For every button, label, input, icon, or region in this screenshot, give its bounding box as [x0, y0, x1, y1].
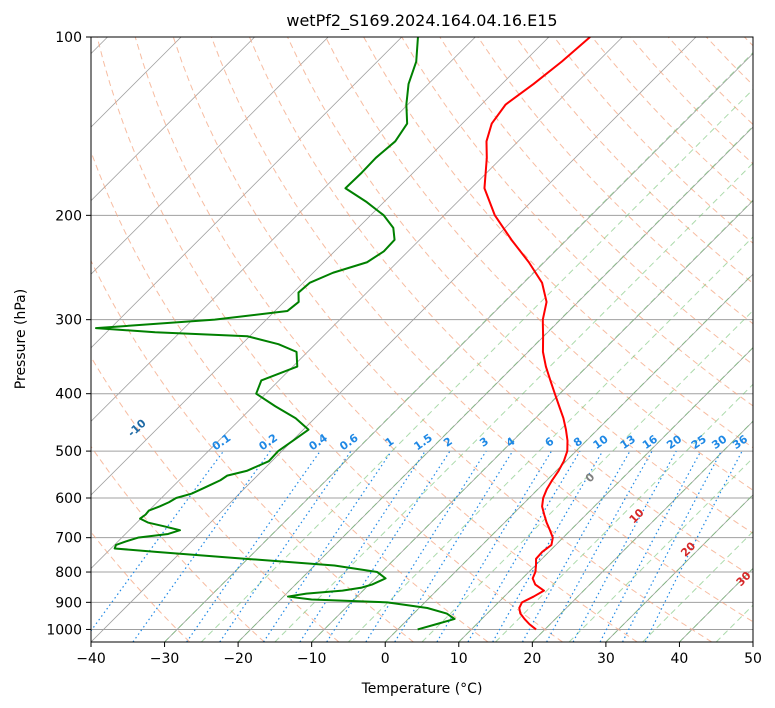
dry-adiabat-line: [325, 37, 753, 491]
dry-adiabat-line: [210, 37, 753, 623]
axis-layer: −40 −30 −20 −10 0 10 20 30 40 50 100 200 300 400 500 60…: [46, 30, 762, 667]
y-tick-label: 900: [55, 595, 82, 611]
x-tick-label: 30: [597, 651, 615, 667]
x-tick-label: 20: [523, 651, 541, 667]
dry-adiabat-line: [134, 37, 638, 642]
mixing-ratio-line: [326, 450, 451, 642]
isotherm-line: [91, 37, 623, 570]
dry-adiabat-line: [287, 37, 753, 534]
temperature-profile-line: [483, 37, 591, 631]
dry-adiabat-line: [515, 37, 753, 284]
y-tick-label: 700: [55, 531, 82, 547]
y-tick-label: 800: [55, 565, 82, 581]
dry-adiabat-line: [96, 37, 563, 642]
y-tick-label: 300: [55, 313, 82, 329]
dewpoint-profile-line: [94, 37, 456, 631]
y-tick-label: 500: [55, 444, 82, 460]
mixing-ratio-line: [263, 450, 393, 642]
x-tick-label: 10: [450, 651, 468, 667]
plot-frame: [90, 36, 754, 643]
mixing-ratio-line: [394, 450, 514, 642]
x-tick-label: −30: [150, 651, 180, 667]
x-axis-title: Temperature (°C): [361, 681, 483, 697]
chart-title: wetPf2_S169.2024.164.04.16.E15: [286, 11, 557, 31]
isotherm-line: [91, 37, 697, 642]
x-tick-label: −40: [76, 651, 106, 667]
dry-adiabat-line: [172, 37, 713, 642]
isotherm-line: [91, 37, 550, 496]
mixing-ratio-line: [467, 450, 581, 642]
mixing-ratio-line: [186, 450, 321, 642]
mixing-ratio-line: [219, 450, 352, 642]
mixing-ratio-line: [436, 450, 553, 642]
dry-adiabat-line: [248, 37, 753, 578]
mixing-ratio-line: [599, 450, 702, 642]
isotherm-line: [91, 37, 403, 349]
mixing-ratio-line: [365, 450, 487, 642]
y-tick-label: 200: [55, 208, 82, 224]
isotherm-line: [91, 37, 329, 275]
isotherm-line: [91, 37, 255, 202]
mixing-ratio-line: [299, 450, 426, 642]
x-tick-label: 0: [381, 651, 390, 667]
mixing-ratio-line: [572, 450, 677, 642]
y-tick-label: 400: [55, 387, 82, 403]
dry-adiabat-line: [91, 445, 265, 642]
x-tick-label: 40: [671, 651, 689, 667]
y-tick-label: 1000: [46, 622, 82, 638]
x-tick-label: −10: [297, 651, 327, 667]
isotherm-line: [91, 37, 476, 422]
y-axis-title: Pressure (hPa): [13, 289, 29, 389]
x-tick-label: −20: [223, 651, 253, 667]
x-tick-label: 50: [744, 651, 762, 667]
y-tick-label: 100: [55, 30, 82, 46]
mixing-ratio-line: [132, 450, 271, 642]
plot-area: [91, 37, 753, 642]
dry-adiabat-line: [91, 259, 414, 642]
y-tick-label: 600: [55, 491, 82, 507]
